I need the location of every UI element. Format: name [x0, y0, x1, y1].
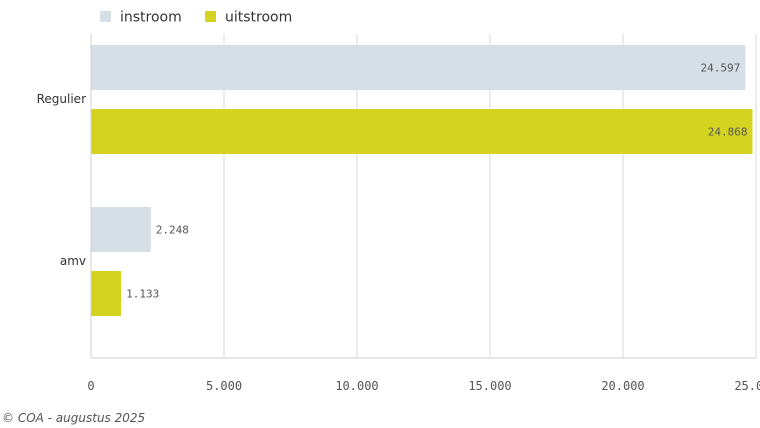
legend: instroom uitstroom [100, 10, 292, 26]
data-label: 2.248 [156, 224, 189, 237]
copyright-credit: © COA - augustus 2025 [2, 411, 146, 425]
data-label: 24.868 [708, 126, 748, 139]
category-label: amv [60, 254, 86, 268]
legend-label: instroom [120, 10, 182, 26]
bar [91, 207, 151, 252]
x-tick-label: 10.000 [335, 379, 378, 393]
axes: 0 5.000 10.000 15.000 20.000 25.000 Regulier am… [37, 34, 760, 393]
category-label: Regulier [37, 92, 86, 106]
legend-swatch [100, 11, 111, 22]
bar [91, 271, 122, 316]
x-tick-label: 0 [87, 379, 94, 393]
x-tick-label: 5.000 [206, 379, 242, 393]
data-label: 1.133 [126, 288, 159, 301]
x-tick-label: 25.000 [734, 379, 760, 393]
x-tick-label: 20.000 [601, 379, 644, 393]
data-label: 24.597 [701, 62, 741, 75]
legend-swatch [205, 11, 216, 22]
bars: 24.597 24.868 2.248 1.133 [91, 45, 753, 316]
x-tick-label: 15.000 [468, 379, 511, 393]
bar [91, 45, 746, 90]
bar [91, 109, 753, 154]
legend-label: uitstroom [225, 10, 292, 26]
